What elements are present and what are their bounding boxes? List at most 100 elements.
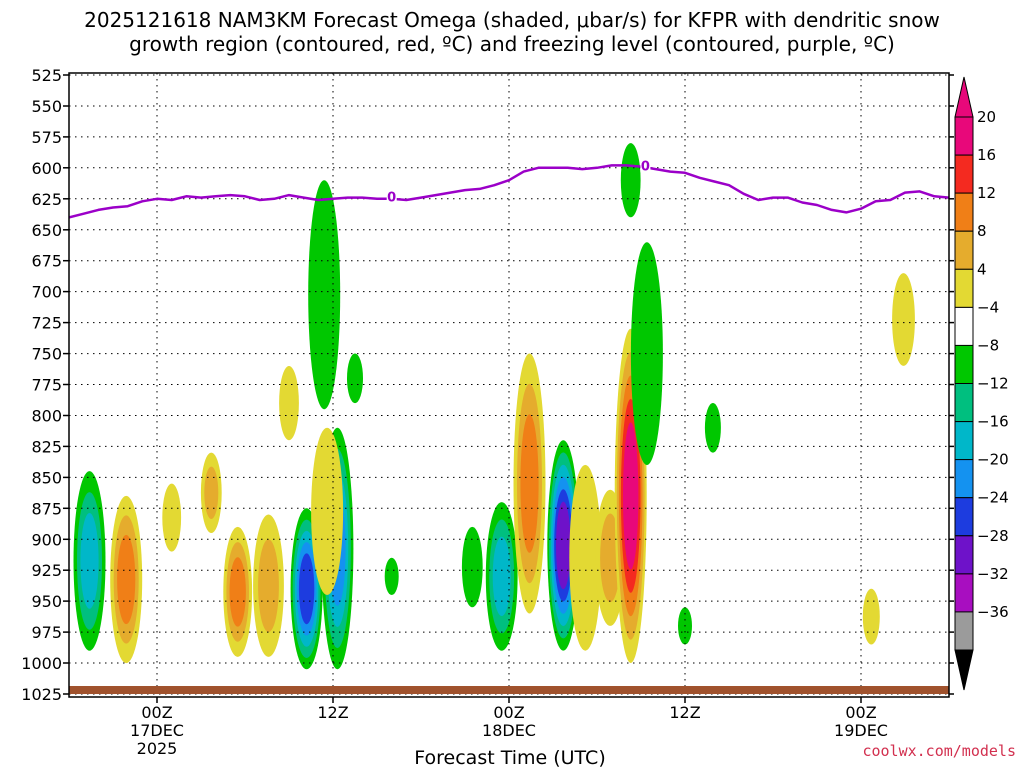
colorbar: 20 16 12 8 4 −4 −8 −12 −16 −20 −24 −28 −32 −36 bbox=[954, 76, 1009, 691]
omega-feature-12-level-0 bbox=[384, 557, 399, 596]
omega-feature-24 bbox=[862, 588, 880, 645]
colorbar-label-13: −36 bbox=[977, 603, 1009, 621]
x-tick-label-2-0: 00Z bbox=[493, 703, 524, 722]
freezing-level-line bbox=[69, 164, 949, 219]
y-tick-label-575: 575 bbox=[31, 128, 62, 147]
omega-feature-19-level-4 bbox=[623, 422, 639, 570]
omega-feature-0-level-2 bbox=[80, 513, 99, 609]
credit-link[interactable]: coolwx.com/models bbox=[862, 742, 1016, 760]
y-tick-label-950: 950 bbox=[31, 592, 62, 611]
omega-feature-4 bbox=[223, 526, 253, 657]
chart-title-line-1: 2025121618 NAM3KM Forecast Omega (shaded… bbox=[84, 8, 940, 32]
omega-feature-1 bbox=[110, 495, 143, 664]
omega-feature-24-level-0 bbox=[862, 588, 880, 645]
colorbar-segment-2 bbox=[954, 192, 974, 232]
colorbar-segment-5 bbox=[954, 306, 974, 346]
y-tick-label-600: 600 bbox=[31, 159, 62, 178]
colorbar-segment-11 bbox=[954, 535, 974, 575]
freezing-label-bg-1 bbox=[640, 158, 651, 173]
colorbar-label-5: −4 bbox=[977, 298, 999, 316]
omega-feature-7-level-0 bbox=[308, 180, 341, 410]
terrain-ground bbox=[69, 686, 949, 694]
y-tick-label-775: 775 bbox=[31, 376, 62, 395]
colorbar-bottom-arrow bbox=[954, 649, 974, 691]
colorbar-label-6: −8 bbox=[977, 336, 999, 354]
y-tick-label-625: 625 bbox=[31, 190, 62, 209]
y-tick-label-825: 825 bbox=[31, 437, 62, 456]
omega-feature-2 bbox=[162, 483, 182, 552]
omega-feature-3-level-1 bbox=[204, 466, 219, 519]
omega-feature-13 bbox=[461, 526, 483, 608]
y-tick-label-875: 875 bbox=[31, 499, 62, 518]
colorbar-label-2: 12 bbox=[977, 184, 996, 202]
colorbar-label-3: 8 bbox=[977, 222, 987, 240]
omega-feature-11 bbox=[347, 353, 363, 404]
omega-feature-16 bbox=[547, 440, 580, 651]
colorbar-segment-1 bbox=[954, 154, 974, 194]
omega-feature-17-level-0 bbox=[569, 464, 602, 651]
colorbar-label-7: −12 bbox=[977, 375, 1009, 393]
omega-feature-15-level-2 bbox=[520, 414, 539, 553]
omega-shading bbox=[73, 143, 915, 670]
colorbar-segment-9 bbox=[954, 459, 974, 499]
y-tick-label-925: 925 bbox=[31, 561, 62, 580]
y-tick-label-900: 900 bbox=[31, 530, 62, 549]
omega-feature-7 bbox=[308, 180, 341, 410]
y-tick-label-975: 975 bbox=[31, 623, 62, 642]
y-tick-label-750: 750 bbox=[31, 345, 62, 364]
colorbar-segment-4 bbox=[954, 268, 974, 308]
omega-feature-16-level-5 bbox=[556, 501, 571, 590]
omega-feature-13-level-0 bbox=[461, 526, 483, 608]
colorbar-label-10: −24 bbox=[977, 489, 1009, 507]
omega-feature-20-level-0 bbox=[620, 143, 641, 218]
omega-feature-25 bbox=[892, 273, 915, 366]
colorbar-label-11: −28 bbox=[977, 527, 1009, 545]
colorbar-segment-8 bbox=[954, 421, 974, 461]
colorbar-segment-3 bbox=[954, 230, 974, 270]
grid-lines bbox=[69, 73, 949, 697]
y-axis: 525 550 575 600 625 650 675 700 725 750 775 800 825 8… bbox=[21, 66, 954, 704]
y-tick-label-725: 725 bbox=[31, 314, 62, 333]
omega-feature-10 bbox=[279, 366, 299, 441]
x-tick-label-1-0: 12Z bbox=[317, 703, 348, 722]
x-tick-label-3-0: 12Z bbox=[669, 703, 700, 722]
y-tick-label-800: 800 bbox=[31, 407, 62, 426]
x-axis-title: Forecast Time (UTC) bbox=[414, 747, 605, 768]
freezing-level-label-0: 0 bbox=[387, 190, 396, 205]
colorbar-label-9: −20 bbox=[977, 451, 1009, 469]
y-tick-label-1025: 1025 bbox=[21, 685, 62, 704]
y-tick-label-650: 650 bbox=[31, 221, 62, 240]
colorbar-top-arrow bbox=[954, 76, 974, 118]
x-tick-label-4-1: 19DEC bbox=[834, 721, 888, 740]
x-tick-label-4-0: 00Z bbox=[845, 703, 876, 722]
colorbar-label-1: 16 bbox=[977, 146, 996, 164]
omega-feature-23-level-0 bbox=[704, 403, 721, 453]
x-tick-label-2-1: 18DEC bbox=[482, 721, 536, 740]
omega-feature-5 bbox=[253, 514, 284, 657]
omega-feature-15 bbox=[513, 353, 546, 614]
y-tick-label-1000: 1000 bbox=[21, 654, 62, 673]
omega-feature-6-level-4 bbox=[298, 553, 315, 625]
omega-feature-3 bbox=[200, 452, 222, 533]
omega-feature-25-level-0 bbox=[892, 273, 915, 366]
colorbar-label-8: −16 bbox=[977, 413, 1009, 431]
y-tick-label-850: 850 bbox=[31, 468, 62, 487]
y-tick-label-675: 675 bbox=[31, 252, 62, 271]
colorbar-segment-13 bbox=[954, 611, 974, 651]
colorbar-segment-6 bbox=[954, 344, 974, 384]
omega-feature-2-level-0 bbox=[162, 483, 182, 552]
x-tick-label-0-0: 00Z bbox=[141, 703, 172, 722]
omega-feature-11-level-0 bbox=[347, 353, 363, 404]
omega-feature-1-level-2 bbox=[117, 534, 136, 625]
freezing-level-label-1: 0 bbox=[641, 159, 650, 174]
colorbar-segment-7 bbox=[954, 383, 974, 423]
omega-feature-14-level-2 bbox=[492, 536, 511, 617]
omega-feature-9 bbox=[311, 427, 344, 595]
y-tick-label-550: 550 bbox=[31, 97, 62, 116]
x-tick-label-0-2: 2025 bbox=[137, 739, 178, 758]
y-tick-label-700: 700 bbox=[31, 283, 62, 302]
colorbar-segment-10 bbox=[954, 497, 974, 537]
omega-feature-0 bbox=[73, 471, 106, 651]
